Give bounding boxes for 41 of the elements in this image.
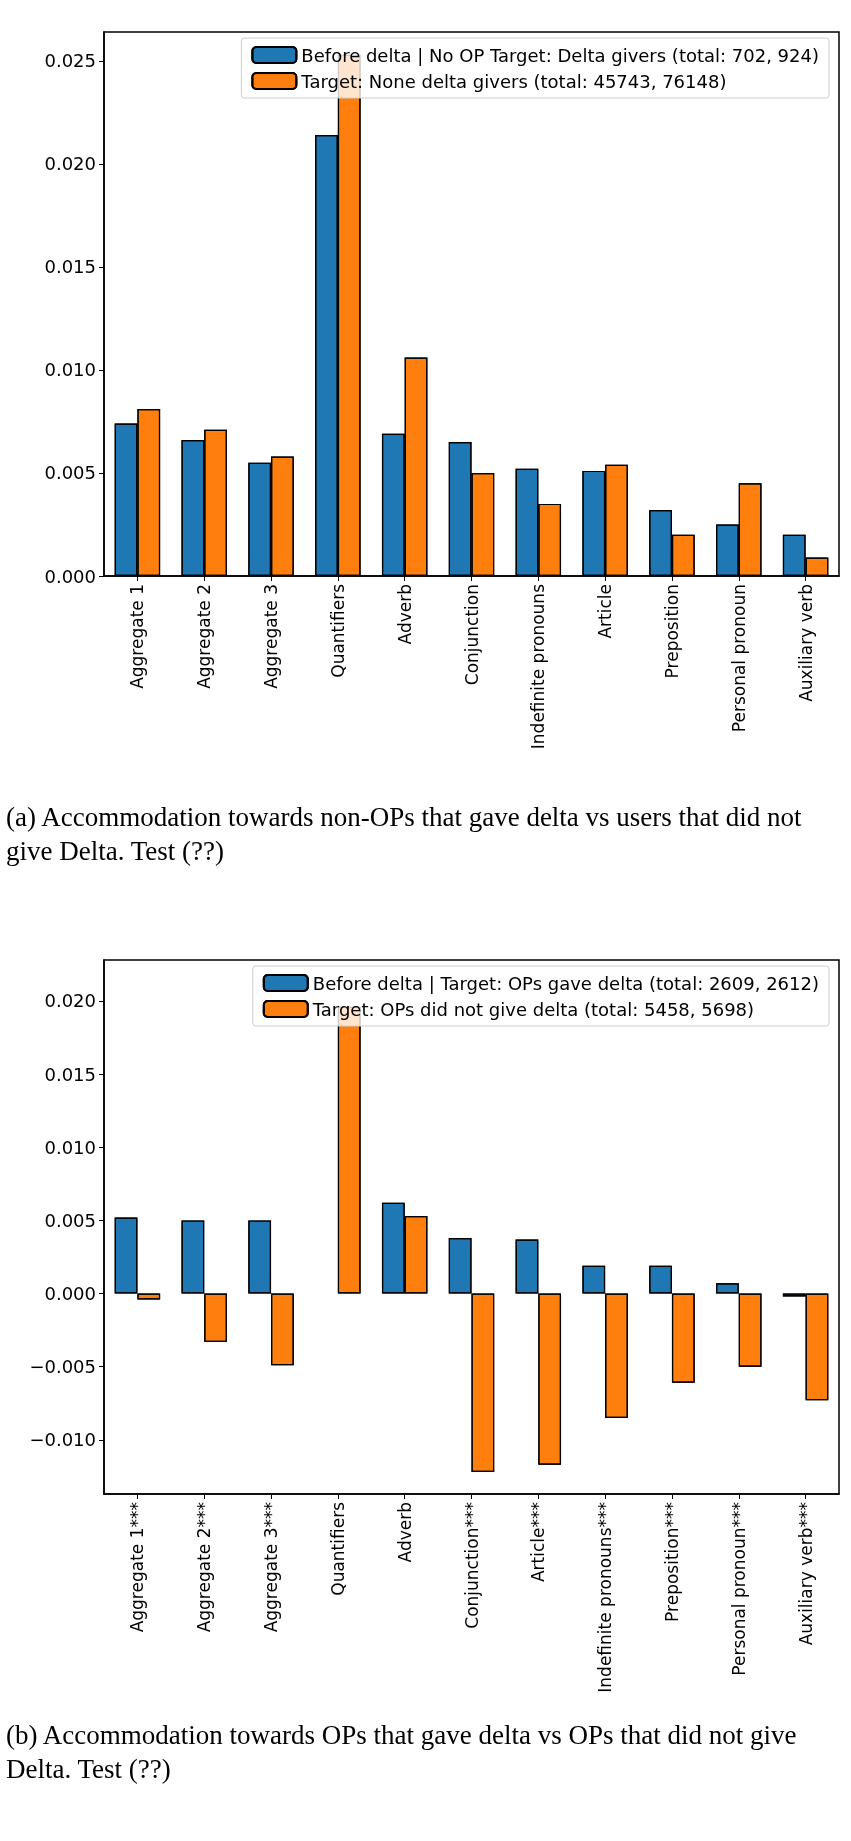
x-tick-label: Preposition — [661, 584, 682, 679]
x-tick-label: Aggregate 3*** — [261, 1502, 282, 1633]
text: (b) Accommodation towards OPs that gave delta vs OPs that did not give Delta. Test (??) — [5, 1719, 798, 1786]
x-tick-label: Aggregate 3 — [261, 584, 282, 689]
x-tick-label: Personal pronoun — [728, 584, 749, 733]
y-tick-label: 0.005 — [44, 462, 96, 484]
text: (a) Accommodation towards non-OPs that gave delta vs users that did not give Delta. Test (??) — [5, 801, 803, 868]
x-tick-label: Aggregate 1*** — [127, 1502, 148, 1633]
x-tick-label: Auxiliary verb*** — [795, 1502, 816, 1646]
y-tick-label: 0.020 — [44, 990, 96, 1012]
y-tick-label: 0.010 — [44, 1136, 96, 1158]
y-tick-label: −0.010 — [29, 1429, 96, 1451]
x-tick-label: Indefinite pronouns — [528, 583, 549, 750]
y-tick-label: 0.020 — [44, 153, 96, 175]
x-tick-label: Indefinite pronouns*** — [595, 1502, 616, 1693]
legend-label: Before delta | No OP Target: Delta givers (total: 702, 924) — [301, 44, 820, 66]
y-tick-label: 0.000 — [44, 1283, 96, 1305]
y-tick-label: 0.015 — [44, 1063, 96, 1085]
y-tick-label: 0.005 — [44, 1209, 96, 1231]
x-tick-label: Aggregate 2 — [194, 584, 215, 689]
x-tick-label: Quantifiers — [327, 583, 348, 678]
x-tick-label: Adverb — [394, 1502, 415, 1563]
x-tick-label: Conjunction*** — [461, 1502, 482, 1629]
x-tick-label: Personal pronoun*** — [728, 1502, 749, 1676]
y-tick-label: 0.015 — [44, 256, 96, 278]
legend-label: Target: OPs did not give delta (total: 5458, 5698) — [311, 998, 755, 1020]
legend-label: Target: None delta givers (total: 45743, 76148) — [300, 70, 727, 92]
x-tick-label: Aggregate 2*** — [194, 1502, 215, 1633]
x-tick-label: Article*** — [528, 1502, 549, 1583]
x-tick-label: Adverb — [394, 584, 415, 645]
x-tick-label: Quantifiers — [327, 1501, 348, 1596]
y-tick-label: 0.010 — [44, 359, 96, 381]
x-tick-label: Aggregate 1 — [127, 584, 148, 689]
x-tick-label: Article — [595, 584, 616, 639]
y-tick-label: 0.025 — [44, 50, 96, 72]
x-tick-label: Auxiliary verb — [795, 584, 816, 702]
y-tick-label: −0.005 — [29, 1356, 96, 1378]
x-tick-label: Conjunction — [461, 584, 482, 686]
legend-label: Before delta | Target: OPs gave delta (total: 2609, 2612) — [312, 972, 819, 994]
x-tick-label: Preposition*** — [661, 1502, 682, 1622]
y-tick-label: 0.000 — [44, 565, 96, 587]
